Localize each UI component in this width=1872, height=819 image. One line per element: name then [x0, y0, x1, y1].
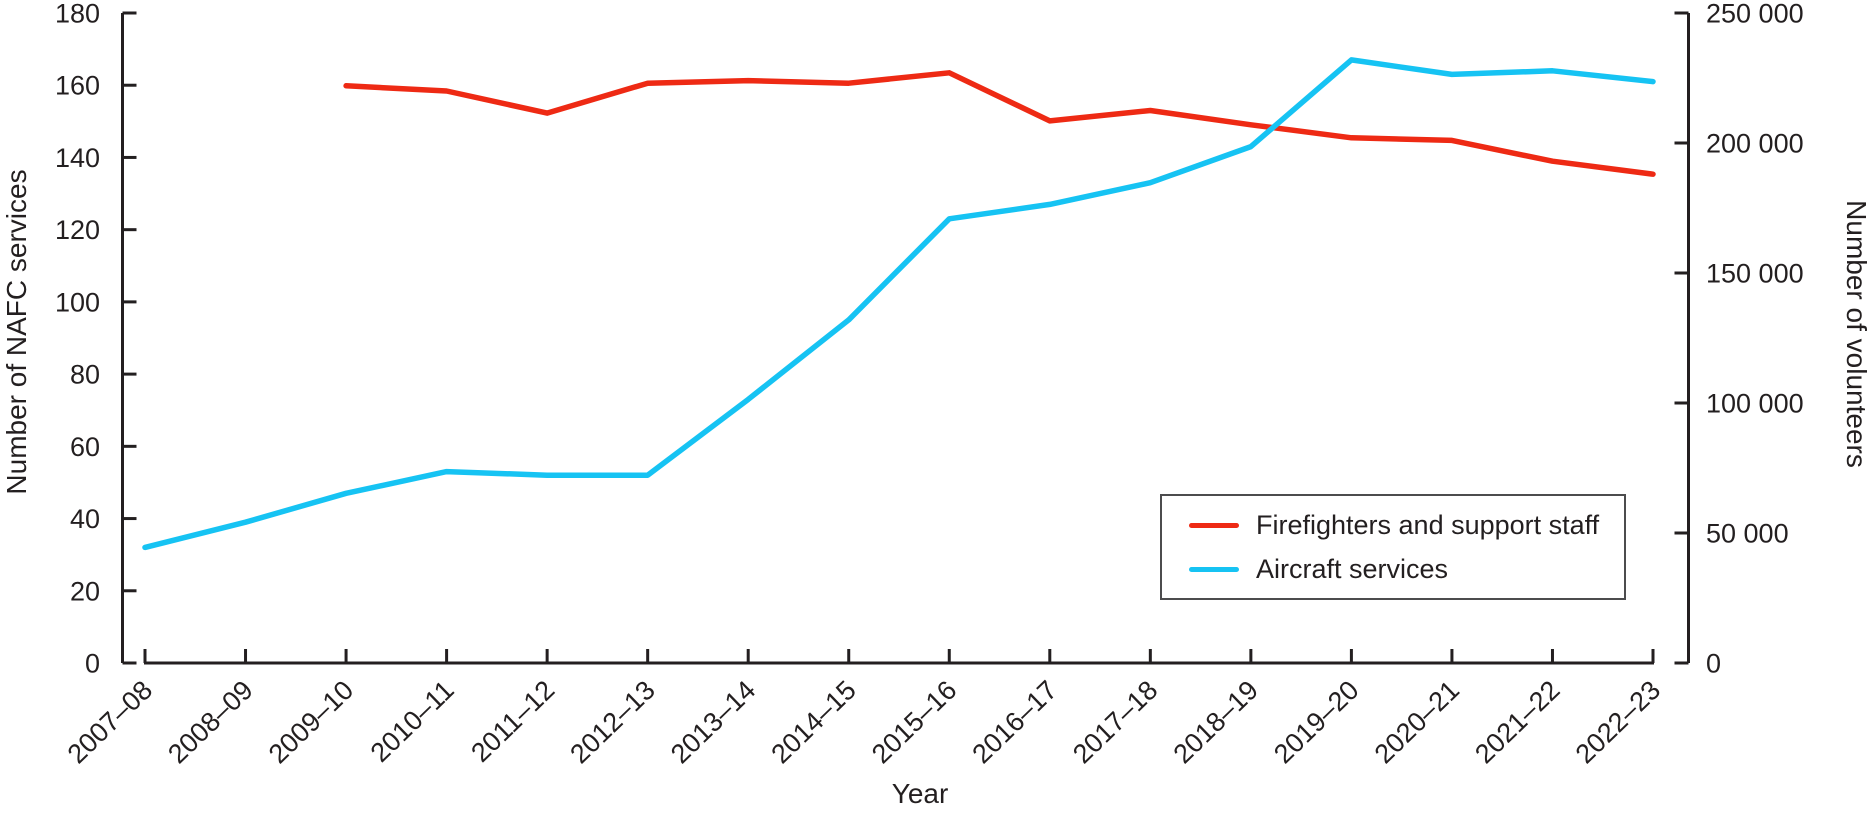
- y-axis-left-tick-label: 40: [70, 504, 100, 534]
- x-axis-tick-label: 2013–14: [665, 675, 761, 770]
- x-axis-tick-label: 2022–23: [1570, 675, 1666, 770]
- x-axis-tick-label: 2011–12: [465, 675, 560, 768]
- x-axis-tick-label: 2018–19: [1168, 675, 1264, 770]
- x-axis-tick-label: 2020–21: [1369, 675, 1465, 770]
- x-axis-tick-label: 2014–15: [765, 675, 861, 770]
- y-axis-left-tick-label: 180: [55, 0, 100, 29]
- y-axis-right-tick-label: 50 000: [1706, 519, 1789, 549]
- y-axis-left-tick-label: 60: [70, 432, 100, 462]
- aircraft-line-swatch: [1189, 566, 1239, 572]
- y-axis-left-tick-label: 140: [55, 143, 100, 173]
- y-axis-left-tick-label: 120: [55, 215, 100, 245]
- y-axis-right-tick-label: 250 000: [1706, 0, 1804, 29]
- x-axis-tick-label: 2008–09: [162, 675, 258, 770]
- x-axis-tick-label: 2009–10: [263, 675, 359, 770]
- x-axis-tick-label: 2017–18: [1067, 675, 1163, 770]
- y-axis-left-tick-label: 160: [55, 71, 100, 101]
- x-axis-tick-label: 2012–13: [564, 675, 660, 770]
- x-axis-title: Year: [891, 778, 949, 809]
- y-axis-right-tick-label: 200 000: [1706, 129, 1804, 159]
- x-axis-tick-label: 2010–11: [365, 675, 460, 768]
- legend-item-aircraft: Aircraft services: [1189, 551, 1624, 587]
- y-axis-title-right: Number of volunteers: [1841, 200, 1872, 468]
- series-line-firefighters: [343, 70, 1656, 177]
- y-axis-left-tick-label: 20: [70, 576, 100, 606]
- y-axis-left-tick-label: 0: [85, 649, 100, 679]
- firefighters-line-swatch: [1189, 522, 1239, 528]
- y-axis-right-tick-label: 100 000: [1706, 389, 1804, 419]
- x-axis-tick-label: 2007–08: [62, 675, 158, 770]
- y-axis-right-tick-label: 0: [1706, 649, 1721, 679]
- legend-label-aircraft: Aircraft services: [1256, 553, 1449, 584]
- legend-label-firefighters: Firefighters and support staff: [1256, 509, 1600, 540]
- y-axis-left-tick-label: 100: [55, 287, 100, 317]
- y-axis-left-tick-label: 80: [70, 360, 100, 390]
- legend: Firefighters and support staff Aircraft …: [1160, 494, 1626, 600]
- y-axis-right-tick-label: 150 000: [1706, 259, 1804, 289]
- x-axis-tick-label: 2016–17: [967, 675, 1063, 770]
- x-axis-tick-label: 2015–16: [866, 675, 962, 770]
- legend-item-firefighters: Firefighters and support staff: [1189, 507, 1624, 543]
- series-line-aircraft: [142, 57, 1656, 551]
- x-axis-tick-label: 2021–22: [1469, 675, 1565, 770]
- y-axis-title-left: Number of NAFC services: [1, 169, 32, 495]
- x-axis-tick-label: 2019–20: [1268, 675, 1364, 770]
